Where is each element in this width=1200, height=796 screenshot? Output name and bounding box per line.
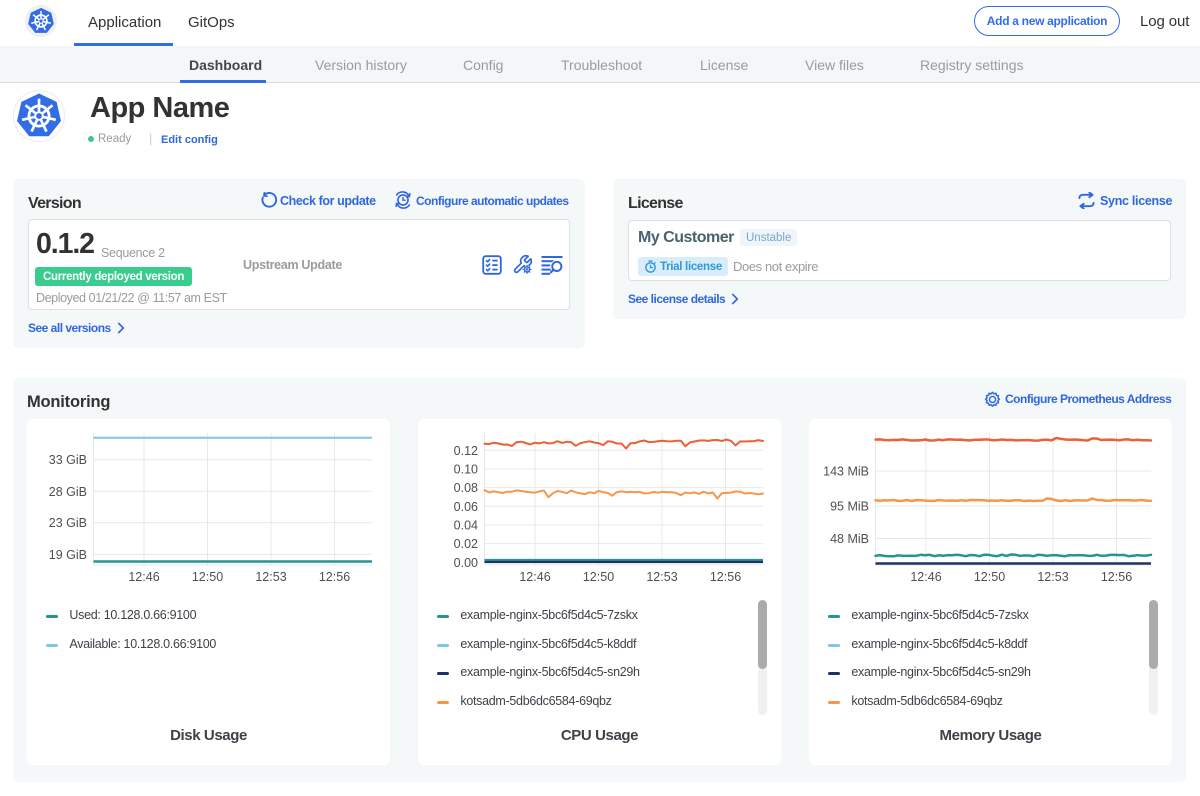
svg-text:12:53: 12:53 bbox=[255, 570, 286, 584]
svg-text:12:50: 12:50 bbox=[974, 570, 1005, 584]
svg-text:33 GiB: 33 GiB bbox=[49, 453, 87, 467]
svg-text:0.00: 0.00 bbox=[454, 556, 478, 570]
svg-text:12:53: 12:53 bbox=[1037, 570, 1068, 584]
svg-text:12:56: 12:56 bbox=[1101, 570, 1132, 584]
svg-text:28 GiB: 28 GiB bbox=[49, 485, 87, 499]
svg-text:143 MiB: 143 MiB bbox=[823, 465, 869, 479]
svg-text:12:46: 12:46 bbox=[128, 570, 159, 584]
svg-text:12:56: 12:56 bbox=[319, 570, 350, 584]
svg-text:48 MiB: 48 MiB bbox=[830, 532, 869, 546]
svg-text:0.08: 0.08 bbox=[454, 481, 478, 495]
svg-text:0.10: 0.10 bbox=[454, 463, 478, 477]
svg-text:12:53: 12:53 bbox=[646, 570, 677, 584]
svg-text:12:56: 12:56 bbox=[710, 570, 741, 584]
svg-text:95 MiB: 95 MiB bbox=[830, 500, 869, 514]
svg-text:0.02: 0.02 bbox=[454, 537, 478, 551]
svg-text:0.12: 0.12 bbox=[454, 444, 478, 458]
svg-text:12:50: 12:50 bbox=[192, 570, 223, 584]
svg-text:19 GiB: 19 GiB bbox=[49, 548, 87, 562]
svg-text:23 GiB: 23 GiB bbox=[49, 516, 87, 530]
svg-text:0.04: 0.04 bbox=[454, 519, 478, 533]
svg-text:12:46: 12:46 bbox=[910, 570, 941, 584]
svg-text:0.06: 0.06 bbox=[454, 500, 478, 514]
svg-text:12:50: 12:50 bbox=[583, 570, 614, 584]
svg-text:12:46: 12:46 bbox=[519, 570, 550, 584]
